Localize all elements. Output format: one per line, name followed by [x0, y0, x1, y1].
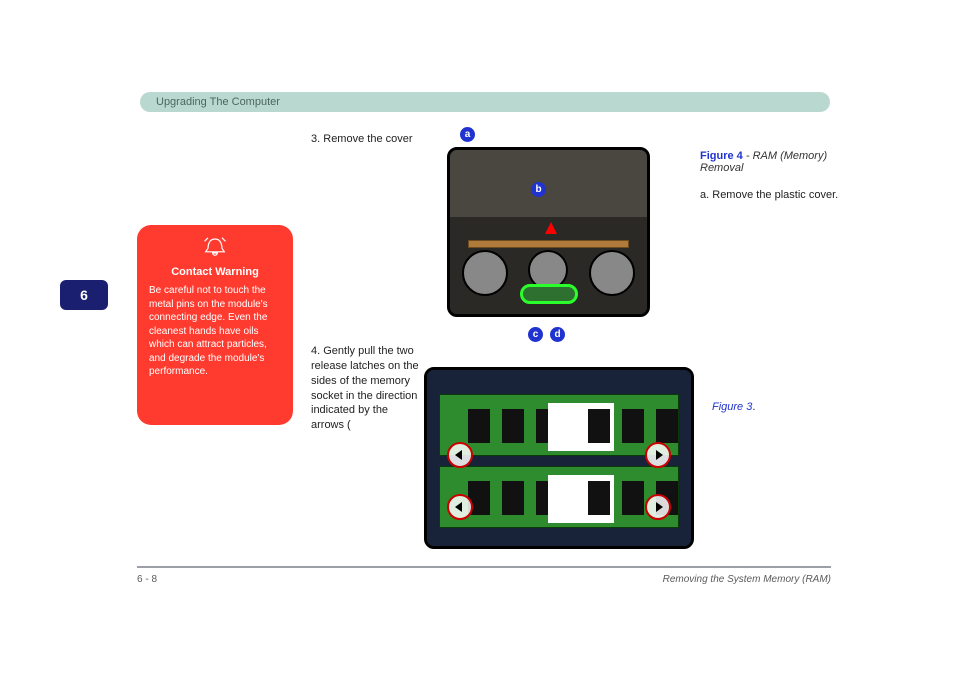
- fan-left: [462, 250, 508, 296]
- figure-4-caption: a. Remove the plastic cover.: [700, 188, 860, 203]
- chip: [622, 481, 644, 515]
- bell-icon: [201, 235, 229, 257]
- footer-title: Removing the System Memory (RAM): [663, 574, 831, 585]
- callout-dot-b: b: [531, 182, 546, 197]
- callout-dot-c: c: [528, 327, 543, 342]
- heatpipe: [468, 240, 629, 248]
- figure-4-caption-text: Remove the plastic cover.: [709, 189, 838, 201]
- photo1-upper: [450, 150, 647, 217]
- chip: [622, 409, 644, 443]
- figure-4-number: Figure 4: [700, 150, 743, 162]
- figure-3-photo: [424, 367, 694, 549]
- ram-highlight: [520, 284, 578, 304]
- latch-arrow-right-icon: [645, 494, 671, 520]
- latch-arrow-right-icon: [645, 442, 671, 468]
- step-4-text: Gently pull the two release latches on t…: [311, 345, 419, 431]
- figure-4-caption-letter: a.: [700, 189, 709, 201]
- chip: [468, 409, 490, 443]
- fan-right: [589, 250, 635, 296]
- dimm-bot: [439, 466, 679, 528]
- warning-title: Contact Warning: [149, 266, 281, 278]
- breadcrumb-bar: Upgrading The Computer: [140, 92, 830, 112]
- footer: 6 - 8 Removing the System Memory (RAM): [137, 574, 831, 585]
- chapter-tab: 6: [60, 280, 108, 310]
- step-3: 3. Remove the cover: [311, 132, 413, 147]
- fig3-italic: Figure 3: [712, 401, 752, 413]
- fig3-rest: .: [752, 401, 755, 413]
- chip: [588, 409, 610, 443]
- chip: [588, 481, 610, 515]
- step-4-num: 4.: [311, 345, 320, 357]
- warning-body: Be careful not to touch the metal pins o…: [149, 284, 281, 379]
- chip: [502, 409, 524, 443]
- arrow-up-icon: [545, 222, 557, 234]
- latch-arrow-left-icon: [447, 494, 473, 520]
- step-4: 4. Gently pull the two release latches o…: [311, 344, 421, 433]
- breadcrumb-text: Upgrading The Computer: [156, 96, 280, 108]
- chip: [502, 481, 524, 515]
- figure-4-label: Figure 4 - RAM (Memory) Removal: [700, 150, 860, 174]
- step-3-num: 3.: [311, 133, 320, 145]
- callout-dot-a: a: [460, 127, 475, 142]
- page-number: 6 - 8: [137, 574, 157, 585]
- latch-arrow-left-icon: [447, 442, 473, 468]
- fig3-ref: Figure 3.: [712, 400, 852, 415]
- warning-box: Contact Warning Be careful not to touch …: [137, 225, 293, 425]
- callout-dot-d: d: [550, 327, 565, 342]
- dimm-top: [439, 394, 679, 456]
- chip: [656, 409, 678, 443]
- footer-rule: [137, 566, 831, 568]
- step-3-text: Remove the cover: [323, 133, 412, 145]
- figure-4-photo: [447, 147, 650, 317]
